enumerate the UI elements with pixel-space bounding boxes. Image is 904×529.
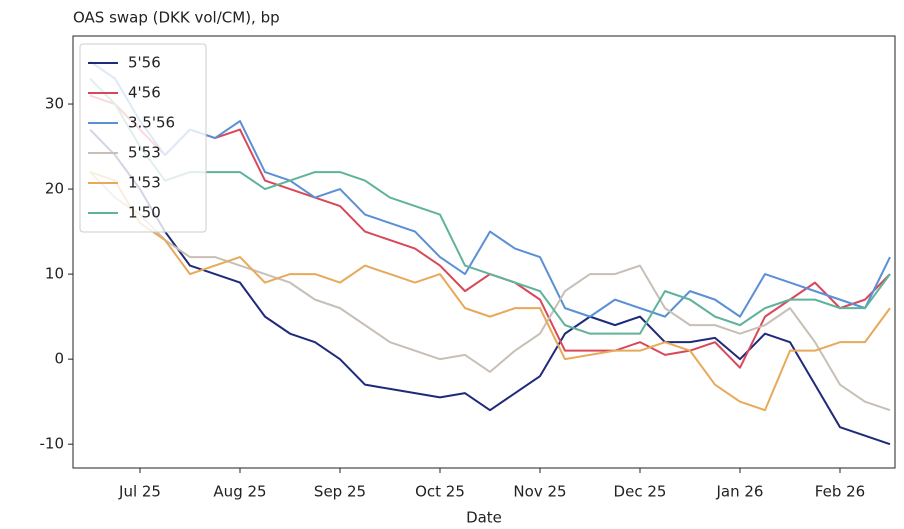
legend-label: 3.5'56 [128,114,175,132]
x-tick-label: Dec 25 [614,483,667,501]
legend-box [79,43,207,233]
legend-label: 1'53 [128,174,161,192]
series-line [89,60,891,318]
plot-frame [72,35,896,469]
y-tick-label: 10 [45,265,64,283]
y-tick-label: 20 [45,180,64,198]
x-tick-label: Jan 26 [716,483,764,501]
series-line [89,77,891,335]
legend-label: 4'56 [128,84,161,102]
x-tick-label: Aug 25 [213,483,266,501]
x-tick-label: Feb 26 [815,483,865,501]
legend-label: 5'56 [128,54,161,72]
chart-title: OAS swap (DKK vol/CM), bp [73,9,280,27]
x-tick-label: Jul 25 [118,483,161,501]
x-tick-label: Sep 25 [314,483,366,501]
series-line [89,128,891,446]
legend-label: 1'50 [128,204,161,222]
x-tick-label: Nov 25 [513,483,566,501]
series-line [89,171,891,412]
legend-label: 5'53 [128,144,161,162]
series-line [89,171,891,412]
x-tick-label: Oct 25 [415,483,465,501]
y-tick-label: -10 [40,435,65,453]
y-tick-label: 0 [54,350,64,368]
x-axis-label: Date [466,509,502,527]
y-tick-label: 30 [45,95,64,113]
